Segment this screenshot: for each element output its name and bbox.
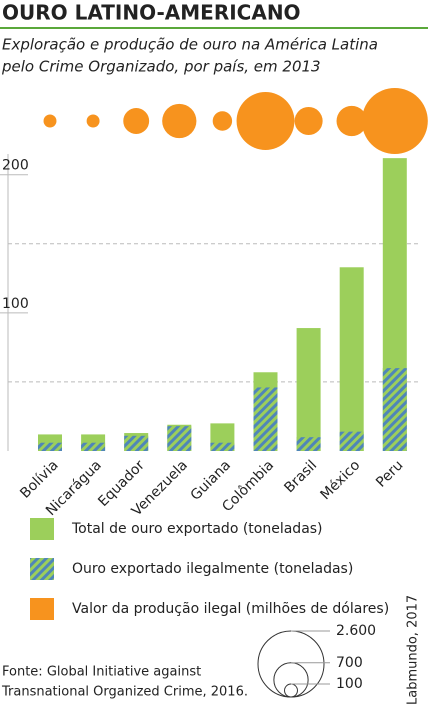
bar bbox=[382, 368, 407, 451]
source: Transnational Organized Crime, 2016. bbox=[1, 685, 248, 700]
bubble bbox=[294, 106, 323, 136]
size-legend-circle bbox=[257, 630, 325, 698]
x-tick-label: México bbox=[317, 457, 363, 503]
bar bbox=[339, 431, 364, 451]
x-tick-label: Peru bbox=[373, 457, 406, 490]
legend-label: Total de ouro exportado (toneladas) bbox=[71, 521, 323, 537]
legend-label: Ouro exportado ilegalmente (toneladas) bbox=[72, 561, 353, 577]
size-legend-circle bbox=[273, 662, 309, 698]
chart-title: OURO LATINO-AMERICANO bbox=[2, 1, 301, 25]
size-legend-label: 2.600 bbox=[336, 623, 376, 639]
bubble bbox=[361, 88, 428, 154]
bar bbox=[253, 387, 278, 451]
bubble bbox=[43, 114, 57, 128]
bar bbox=[167, 426, 192, 451]
bubble bbox=[212, 111, 233, 131]
bar bbox=[296, 437, 321, 451]
bar bbox=[339, 267, 364, 451]
source: Fonte: Global Initiative against bbox=[2, 665, 201, 680]
size-legend-circle bbox=[284, 683, 298, 698]
y-tick-label: 100 bbox=[2, 296, 29, 312]
bar bbox=[296, 328, 321, 451]
bubble bbox=[336, 105, 367, 137]
bar bbox=[81, 442, 106, 451]
bubble bbox=[162, 103, 197, 139]
bubble bbox=[123, 108, 150, 134]
legend-label: Valor da produção ilegal (milhões de dól… bbox=[72, 601, 389, 617]
legend-swatch bbox=[30, 558, 54, 580]
bar bbox=[38, 442, 62, 451]
legend-swatch bbox=[30, 518, 54, 540]
subtitle: pelo Crime Organizado, por país, em 2013 bbox=[1, 58, 321, 76]
size-legend-label: 700 bbox=[336, 655, 363, 671]
bar bbox=[210, 442, 235, 451]
bubble bbox=[86, 114, 100, 128]
bar bbox=[124, 435, 149, 451]
legend-swatch bbox=[30, 598, 54, 620]
y-tick-label: 200 bbox=[2, 158, 29, 174]
bubble bbox=[236, 92, 295, 150]
subtitle: Exploração e produção de ouro na América… bbox=[2, 36, 378, 54]
x-tick-label: Brasil bbox=[281, 457, 320, 496]
credit: Labmundo, 2017 bbox=[406, 595, 421, 705]
size-legend-label: 100 bbox=[336, 676, 363, 692]
